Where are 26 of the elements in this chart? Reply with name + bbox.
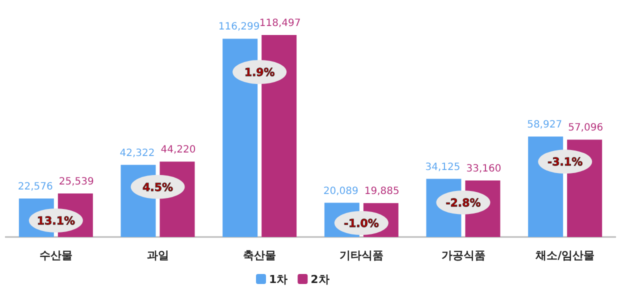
data-label: 25,539	[58, 176, 94, 188]
data-label: 19,885	[364, 186, 400, 198]
x-tick-label: 가공식품	[441, 249, 486, 262]
annotation: -1.0%	[344, 217, 379, 230]
annotation: 1.9%	[244, 66, 275, 79]
data-label: 22,576	[18, 182, 53, 193]
annotation: -2.8%	[446, 196, 481, 210]
data-label: 20,089	[323, 186, 358, 197]
x-tick-label: 과일	[146, 249, 169, 262]
legend-label: 2차	[310, 273, 330, 286]
x-tick-label: 채소/임산물	[534, 249, 595, 262]
data-label: 58,927	[527, 120, 562, 131]
data-label: 118,497	[259, 18, 301, 29]
data-label: 42,322	[120, 148, 155, 159]
data-label: 44,220	[160, 144, 196, 156]
x-tick-label: 기타식품	[339, 249, 384, 262]
data-label: 33,160	[466, 163, 502, 174]
x-tick-label: 축산물	[243, 249, 276, 262]
annotation: -3.1%	[548, 156, 583, 169]
data-label: 116,299	[218, 22, 260, 33]
x-tick-label: 수산물	[39, 249, 72, 262]
annotation: 4.5%	[142, 180, 174, 194]
legend-label: 1차	[269, 273, 288, 286]
data-label: 34,125	[425, 162, 460, 173]
annotation: 13.1%	[36, 214, 76, 228]
data-label: 57,096	[568, 122, 604, 134]
